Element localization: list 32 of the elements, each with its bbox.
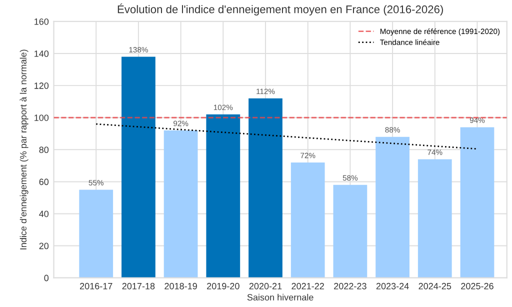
x-tick-label: 2021-22 [292,282,324,290]
y-axis-title: Indice d'enneigement (% par rapport à la normale) [20,50,28,250]
x-tick-label: 2022-23 [334,282,366,290]
y-tick-label: 80 [39,146,49,154]
x-tick-label: 2018-19 [164,282,197,290]
bar [164,130,198,278]
x-tick-label: 2016-17 [80,282,112,290]
y-tick-label: 120 [34,82,49,89]
bar [290,162,325,278]
bar [333,184,368,278]
x-tick-label: 2020-21 [249,282,282,290]
x-tick-label: 2017-18 [122,282,155,290]
bar [418,159,452,278]
y-tick-label: 20 [39,242,49,250]
x-tick-label: 2024-25 [418,282,452,290]
x-tick-label: 2023-24 [376,282,409,290]
y-tick-label: 0 [44,274,49,282]
bar [79,190,114,278]
y-tick-label: 100 [34,114,49,121]
bar [460,127,494,278]
bar [122,56,156,278]
bar [248,98,282,278]
y-tick-label: 60 [39,178,49,186]
x-tick-label: 2025-26 [461,282,494,290]
bar [376,136,410,278]
y-tick-label: 40 [39,210,49,218]
y-tick-label: 140 [34,50,49,57]
x-axis-title: Saison hivernale [247,294,314,301]
y-tick-label: 160 [34,18,49,25]
chart-title: Évolution de l'indice d'enneigement moyen en France (2016-2026) [118,4,443,16]
x-tick-label: 2019-20 [207,282,240,290]
bar [206,114,240,278]
